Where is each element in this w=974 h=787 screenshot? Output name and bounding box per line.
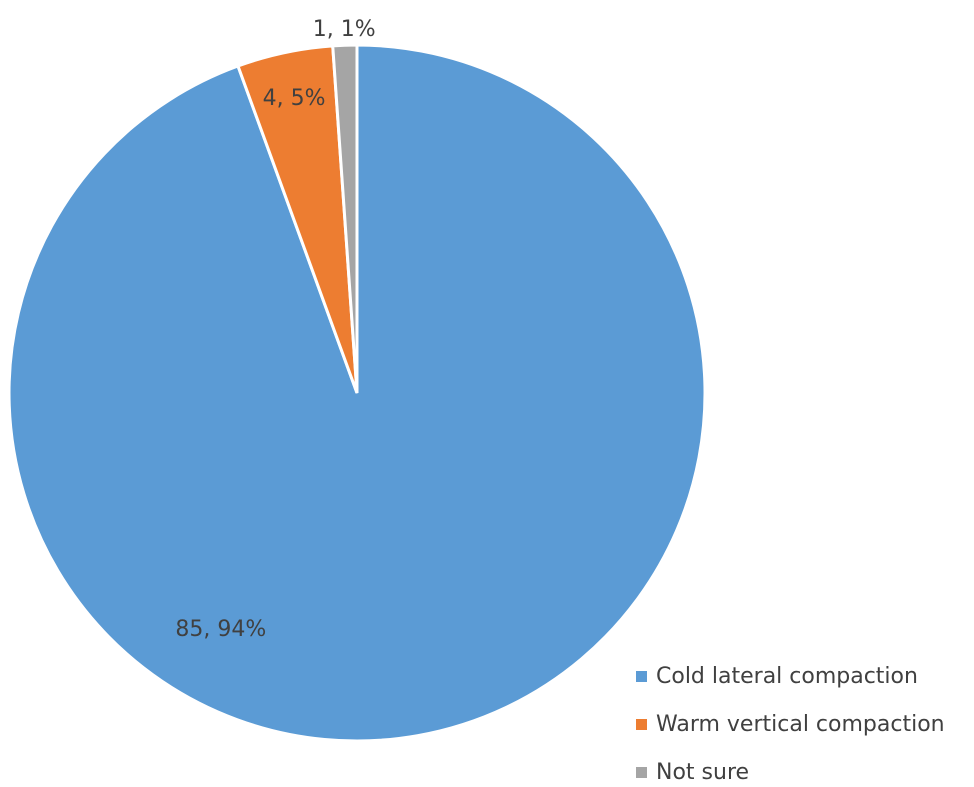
legend-swatch-not-sure <box>636 766 647 778</box>
legend-item-not-sure: Not sure <box>636 748 972 787</box>
legend-label-cold-lateral-compaction: Cold lateral compaction <box>656 663 918 689</box>
legend-label-warm-vertical-compaction: Warm vertical compaction <box>656 711 945 737</box>
pie-slices <box>7 43 707 743</box>
legend-label-not-sure: Not sure <box>656 759 750 785</box>
pie-data-labels: 85, 94% 4, 5% 1, 1% <box>175 17 375 642</box>
data-label-not-sure: 1, 1% <box>313 17 376 42</box>
legend-swatch-cold-lateral-compaction <box>636 670 647 682</box>
pie-slice-not-sure <box>331 43 359 394</box>
legend-item-warm-vertical-compaction: Warm vertical compaction <box>636 700 972 748</box>
data-label-cold-lateral-compaction: 85, 94% <box>175 617 266 642</box>
legend-item-cold-lateral-compaction: Cold lateral compaction <box>636 652 972 700</box>
legend-swatch-warm-vertical-compaction <box>636 718 647 730</box>
data-label-warm-vertical-compaction: 4, 5% <box>263 86 326 111</box>
legend: Cold lateral compaction Warm vertical co… <box>636 652 972 787</box>
